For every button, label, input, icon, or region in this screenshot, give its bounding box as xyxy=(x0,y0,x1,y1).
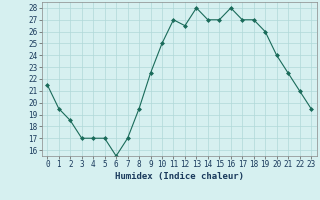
X-axis label: Humidex (Indice chaleur): Humidex (Indice chaleur) xyxy=(115,172,244,181)
